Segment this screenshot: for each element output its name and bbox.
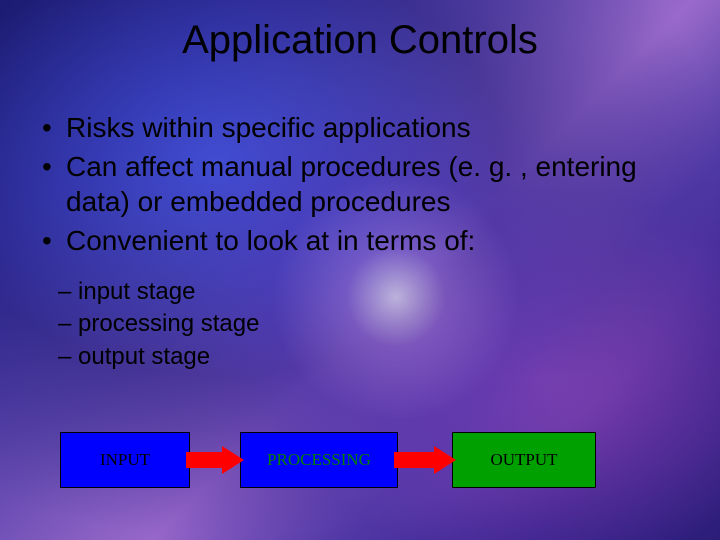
flow-arrow-icon bbox=[186, 446, 244, 474]
sub-bullet-item: input stage bbox=[58, 276, 690, 308]
arrow-shaft bbox=[394, 452, 434, 468]
flow-box-output: OUTPUT bbox=[452, 432, 596, 488]
slide: Application Controls Risks within specif… bbox=[0, 0, 720, 540]
bullet-list: Risks within specific applications Can a… bbox=[30, 110, 690, 258]
sub-bullet-list: input stage processing stage output stag… bbox=[30, 276, 690, 373]
arrow-head-icon bbox=[434, 446, 456, 474]
flow-box-input: INPUT bbox=[60, 432, 190, 488]
bullet-item: Risks within specific applications bbox=[48, 110, 690, 145]
sub-bullet-item: output stage bbox=[58, 341, 690, 373]
flow-diagram: INPUT PROCESSING OUTPUT bbox=[60, 425, 680, 495]
sub-bullet-block: input stage processing stage output stag… bbox=[30, 276, 690, 373]
slide-body: Risks within specific applications Can a… bbox=[30, 110, 690, 373]
flow-box-processing: PROCESSING bbox=[240, 432, 398, 488]
bullet-item: Can affect manual procedures (e. g. , en… bbox=[48, 149, 690, 219]
bullet-item: Convenient to look at in terms of: bbox=[48, 223, 690, 258]
sub-bullet-item: processing stage bbox=[58, 308, 690, 340]
arrow-head-icon bbox=[222, 446, 244, 474]
slide-title: Application Controls bbox=[0, 18, 720, 63]
arrow-shaft bbox=[186, 452, 222, 468]
flow-arrow-icon bbox=[394, 446, 456, 474]
